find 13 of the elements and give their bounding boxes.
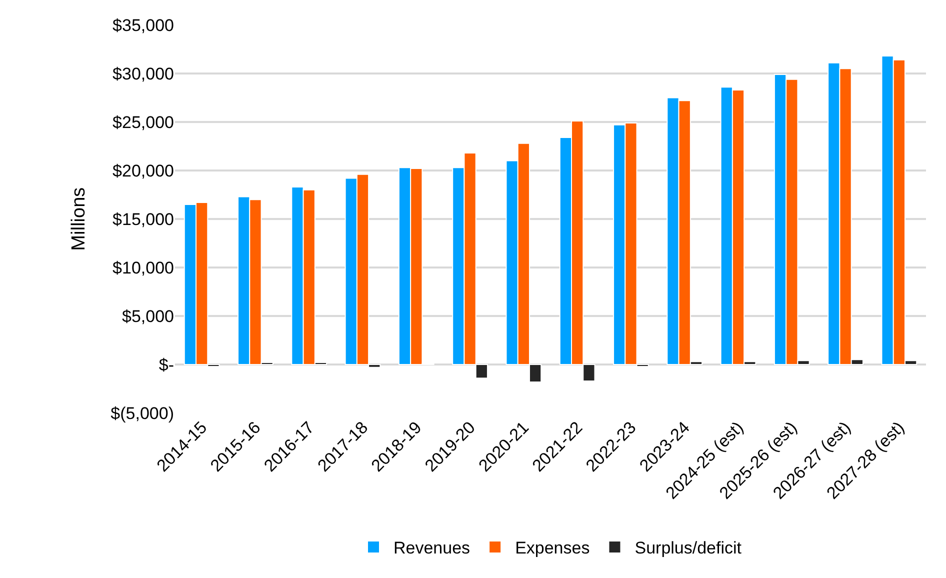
y-tick-label: $30,000 bbox=[112, 64, 174, 84]
legend-label: Surplus/deficit bbox=[634, 538, 742, 558]
y-tick-label: $- bbox=[158, 355, 174, 374]
y-tick-label: $35,000 bbox=[112, 16, 174, 35]
y-tick-label: $15,000 bbox=[112, 210, 174, 229]
legend-label: Expenses bbox=[515, 538, 590, 558]
y-tick-label: $10,000 bbox=[112, 258, 174, 278]
y-tick-label: $5,000 bbox=[122, 306, 174, 326]
y-tick-label: $20,000 bbox=[112, 161, 174, 180]
legend-label: Revenues bbox=[394, 538, 470, 558]
y-axis-title: Millions bbox=[68, 187, 90, 251]
y-tick-label: $25,000 bbox=[112, 112, 174, 132]
y-tick-label: $(5,000) bbox=[110, 404, 174, 423]
